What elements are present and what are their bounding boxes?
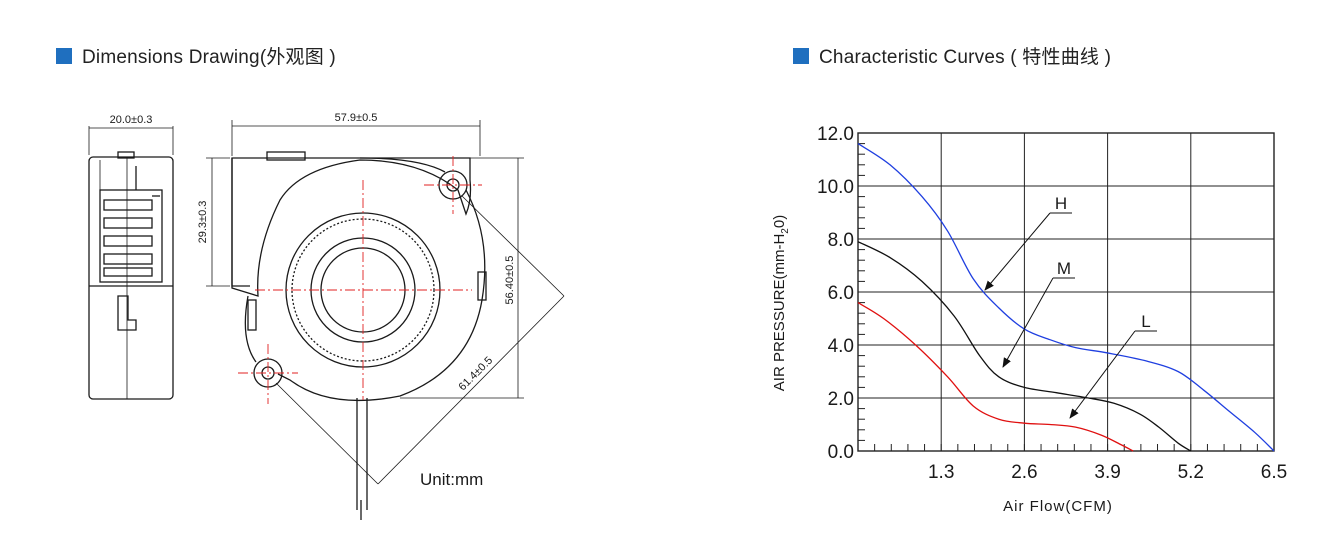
unit-label: Unit:mm [420, 470, 483, 489]
dimensions-section-header: Dimensions Drawing(外观图 ) [56, 42, 336, 69]
characteristic-curves-chart: 1.3 2.6 3.9 5.2 6.5 0.0 2.0 4.0 6.0 8.0 10.0 12.0 H… [771, 124, 1287, 515]
series-leader-arrow [1069, 330, 1136, 419]
x-tick-label: 1.3 [928, 462, 954, 483]
x-tick-label: 5.2 [1178, 462, 1204, 483]
y-tick-label: 12.0 [817, 124, 854, 145]
section-marker-square [793, 47, 809, 64]
y-tick-label: 0.0 [828, 442, 854, 463]
chart-series-leaders: H M L [984, 194, 1157, 419]
y-axis-label-tail: 0) [771, 215, 788, 228]
curves-section-header: Characteristic Curves ( 特性曲线 ) [793, 42, 1111, 69]
dim-label-hole-span-d: 61.4±0.5 [457, 355, 496, 394]
series-label-l: L [1141, 312, 1150, 331]
y-axis-label: AIR PRESSURE(mm-H20) [771, 215, 791, 391]
center-lines [238, 156, 482, 404]
dimensions-drawing: 20.0±0.3 57.9±0.5 29.3±0.3 56.40±0.5 61.… [88, 112, 565, 520]
curves-title: Characteristic Curves ( 特性曲线 ) [819, 47, 1112, 68]
chart-series-layer [857, 143, 1275, 452]
chart-minor-ticks [858, 143, 1258, 451]
chart-grid [857, 132, 1275, 452]
y-tick-label: 10.0 [817, 177, 854, 198]
dimension-lines [206, 120, 565, 485]
x-tick-label: 2.6 [1011, 462, 1037, 483]
series-line-m [857, 241, 1192, 452]
y-axis-label-main: AIR PRESSURE(mm-H [771, 234, 788, 392]
side-view [88, 126, 174, 400]
dim-label-hole-span-v: 56.40±0.5 [504, 256, 516, 305]
series-label-h: H [1055, 194, 1067, 213]
x-tick-label: 3.9 [1094, 462, 1120, 483]
dim-label-side-width: 20.0±0.3 [110, 114, 153, 126]
y-tick-label: 2.0 [828, 389, 854, 410]
series-leader-arrow [984, 212, 1051, 291]
chart-tick-labels: 1.3 2.6 3.9 5.2 6.5 0.0 2.0 4.0 6.0 8.0 10.0 12.0 [817, 124, 1287, 483]
x-tick-label: 6.5 [1261, 462, 1287, 483]
dimensions-title: Dimensions Drawing(外观图 ) [82, 47, 336, 68]
series-label-m: M [1057, 259, 1071, 278]
dim-label-front-width: 57.9±0.5 [335, 112, 378, 124]
y-axis-label-subscript: 2 [780, 228, 791, 234]
series-line-h [857, 143, 1275, 452]
series-leader-arrow [1002, 277, 1054, 368]
y-tick-label: 4.0 [828, 336, 854, 357]
series-line-l [857, 302, 1134, 452]
section-marker-square [56, 47, 72, 64]
x-axis-label: Air Flow(CFM) [1003, 498, 1113, 515]
dim-label-height: 29.3±0.3 [197, 201, 209, 244]
y-tick-label: 6.0 [828, 283, 854, 304]
y-tick-label: 8.0 [828, 230, 854, 251]
